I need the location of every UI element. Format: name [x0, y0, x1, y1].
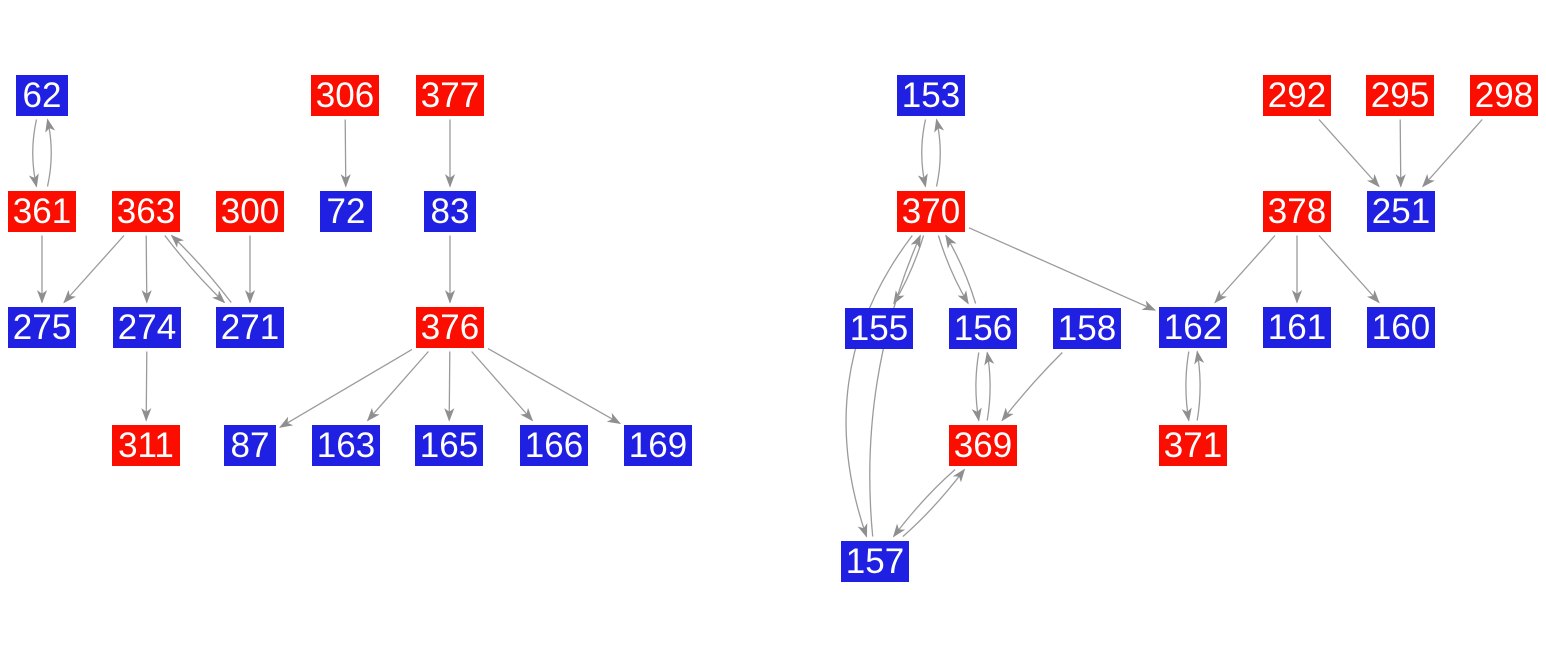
edge-292-251	[1318, 119, 1380, 188]
edge-369-156	[984, 351, 995, 421]
edge-370-156	[937, 235, 969, 305]
node-292: 292	[1263, 74, 1331, 116]
node-376: 376	[416, 306, 484, 348]
node-156: 156	[949, 307, 1017, 349]
edge-376-163	[366, 351, 429, 422]
edge-370-153	[934, 118, 945, 187]
node-275: 275	[8, 306, 76, 348]
edge-376-166	[471, 351, 534, 422]
edge-153-370	[917, 119, 928, 188]
node-166: 166	[520, 424, 588, 466]
node-169: 169	[624, 424, 692, 466]
edge-156-370	[945, 234, 977, 304]
node-363: 363	[112, 190, 180, 232]
node-377: 377	[416, 74, 484, 116]
edge-158-369	[1001, 352, 1063, 422]
node-160: 160	[1367, 306, 1435, 348]
node-165: 165	[415, 424, 483, 466]
node-161: 161	[1263, 306, 1331, 348]
node-83: 83	[424, 190, 476, 232]
node-62: 62	[16, 74, 68, 116]
node-155: 155	[845, 307, 913, 349]
node-371: 371	[1159, 424, 1227, 466]
edge-162-371	[1181, 351, 1192, 422]
node-369: 369	[949, 424, 1017, 466]
node-157: 157	[841, 540, 909, 582]
edge-157-370	[869, 234, 921, 537]
node-87: 87	[224, 424, 276, 466]
node-153: 153	[897, 74, 965, 116]
edge-156-369	[971, 352, 982, 422]
node-306: 306	[311, 74, 379, 116]
edge-371-162	[1194, 350, 1205, 421]
edge-369-157	[892, 469, 956, 538]
node-370: 370	[897, 190, 965, 232]
edge-376-165	[444, 351, 455, 422]
node-311: 311	[112, 424, 180, 466]
edge-378-162	[1214, 235, 1276, 304]
edge-363-271	[164, 235, 226, 304]
edge-363-275	[63, 235, 125, 304]
node-72: 72	[320, 190, 372, 232]
node-298: 298	[1470, 74, 1538, 116]
node-361: 361	[8, 190, 76, 232]
edge-363-274	[141, 235, 152, 304]
edge-378-160	[1318, 235, 1380, 304]
node-251: 251	[1367, 190, 1435, 232]
edge-370-162	[968, 227, 1157, 311]
edge-298-251	[1422, 119, 1483, 188]
node-158: 158	[1053, 307, 1121, 349]
node-274: 274	[113, 306, 181, 348]
node-295: 295	[1366, 74, 1434, 116]
edge-295-251	[1395, 119, 1406, 188]
node-162: 162	[1159, 306, 1227, 348]
edge-62-361	[28, 119, 39, 188]
edge-376-169	[487, 348, 621, 424]
node-378: 378	[1263, 190, 1331, 232]
edge-361-62	[45, 118, 56, 187]
edge-306-72	[340, 119, 351, 188]
edge-271-363	[170, 234, 232, 303]
node-163: 163	[312, 424, 380, 466]
edge-376-87	[279, 348, 413, 428]
edge-274-311	[141, 351, 152, 422]
node-300: 300	[216, 190, 284, 232]
edge-370-157	[845, 235, 913, 538]
node-271: 271	[216, 306, 284, 348]
edge-157-369	[902, 468, 966, 537]
